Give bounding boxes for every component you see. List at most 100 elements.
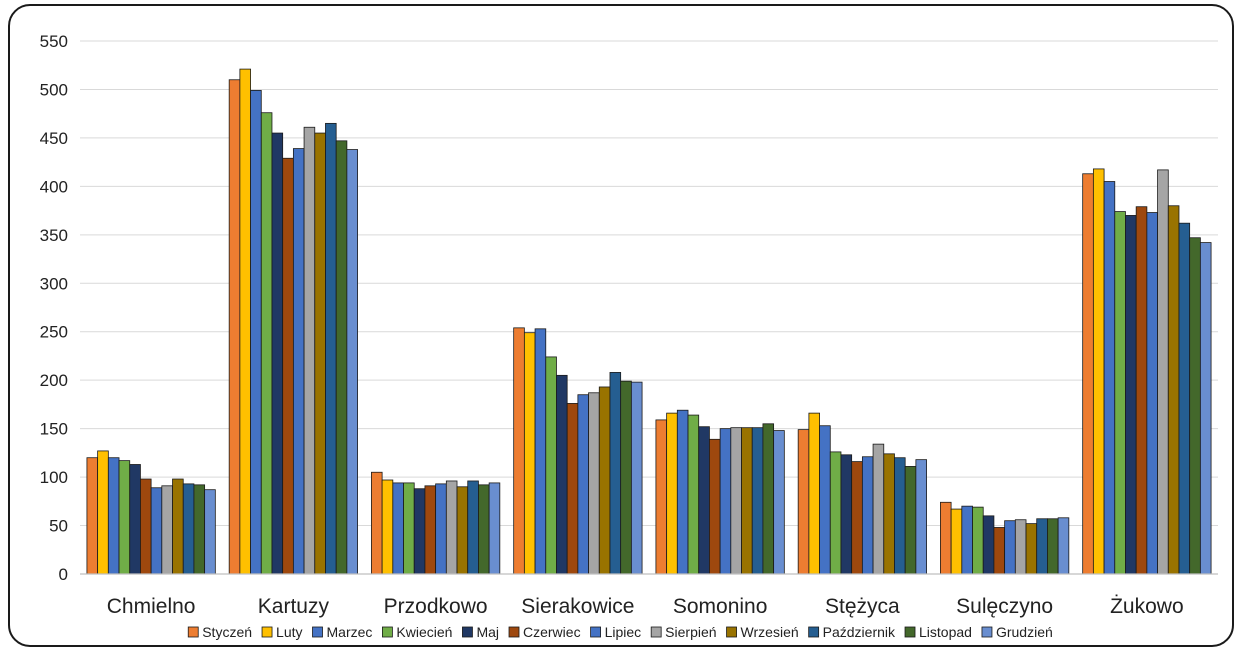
legend-swatch: [808, 626, 820, 638]
bar: [961, 505, 973, 575]
bar: [314, 132, 326, 575]
bar: [687, 414, 700, 575]
bar: [741, 427, 753, 575]
bar: [204, 489, 216, 575]
bar: [193, 484, 206, 575]
bar: [292, 148, 305, 575]
bar: [620, 380, 632, 575]
legend-swatch: [261, 626, 273, 638]
bar: [346, 149, 358, 575]
y-tick-label: 100: [40, 468, 68, 487]
bar: [161, 485, 173, 575]
bar: [1114, 211, 1126, 575]
bar: [655, 419, 668, 575]
bar: [883, 453, 895, 575]
bars: [86, 68, 1212, 575]
category-label: Sierakowice: [521, 595, 634, 618]
bar: [467, 480, 479, 575]
bar: [1092, 168, 1105, 575]
bar: [829, 451, 842, 575]
category-label: Przodkowo: [384, 595, 488, 618]
bar: [335, 140, 348, 575]
y-tick-label: 200: [40, 371, 68, 390]
bar: [1025, 523, 1038, 575]
legend-swatch: [726, 626, 737, 638]
bar: [172, 478, 184, 575]
bar: [478, 484, 490, 575]
bar: [556, 374, 568, 575]
bar: [940, 501, 952, 575]
category-label: Sulęczyno: [956, 595, 1053, 618]
legend-swatch: [508, 626, 520, 638]
legend-label: Listopad: [919, 624, 972, 640]
bar: [630, 381, 643, 575]
bar: [424, 485, 437, 575]
bar: [666, 412, 678, 575]
bar: [1146, 212, 1158, 575]
bar: [513, 327, 525, 575]
bar: [894, 457, 906, 575]
bar: [381, 479, 394, 575]
bar: [403, 482, 415, 575]
bar: [1047, 518, 1059, 575]
bar: [719, 428, 732, 575]
bar: [1082, 173, 1094, 575]
bar: [545, 356, 557, 575]
bar: [972, 506, 984, 575]
bar: [577, 394, 589, 575]
bar: [1199, 242, 1212, 575]
y-tick-label: 350: [40, 226, 68, 245]
category-label: Stężyca: [825, 595, 900, 618]
legend-label: Kwiecień: [396, 624, 452, 640]
bar: [1004, 520, 1016, 575]
bar: [182, 483, 195, 575]
bar: [239, 68, 251, 575]
legend-swatch: [312, 626, 323, 638]
y-tick-label: 250: [40, 323, 68, 342]
legend-label: Czerwiec: [523, 624, 581, 640]
bar: [1125, 215, 1137, 575]
bar: [445, 480, 458, 575]
bar: [392, 482, 404, 575]
bar: [488, 482, 501, 575]
legend-swatch: [590, 626, 601, 638]
legend-label: Lipiec: [605, 624, 642, 640]
bar: [872, 443, 885, 575]
legend-label: Grudzień: [996, 624, 1053, 640]
bar: [588, 392, 600, 575]
bar: [371, 471, 383, 575]
bar: [709, 438, 721, 575]
y-tick-label: 500: [40, 80, 68, 99]
bar: [413, 488, 426, 575]
category-label: Kartuzy: [258, 595, 330, 618]
bar: [698, 426, 710, 575]
bar: [118, 460, 131, 575]
legend-swatch: [382, 626, 393, 638]
bar: [840, 454, 853, 575]
bar: [598, 386, 611, 575]
bar: [523, 332, 536, 575]
bar: [993, 527, 1006, 575]
bar: [325, 122, 337, 575]
legend-swatch: [187, 626, 199, 638]
bar: [271, 132, 284, 575]
legend-label: Luty: [276, 624, 302, 640]
bar: [1135, 206, 1148, 575]
bar: [819, 425, 831, 575]
bar: [228, 79, 241, 575]
bar: [797, 429, 810, 575]
bar: [456, 486, 469, 575]
bar: [1103, 181, 1116, 575]
bar: [851, 461, 863, 575]
bar: [303, 126, 316, 575]
legend-label: Maj: [476, 624, 499, 640]
category-label: Somonino: [673, 595, 768, 618]
x-axis-categories: Chmielno Kartuzy Przodkowo Sierakowice Somon…: [107, 595, 1184, 618]
bar: [1178, 222, 1191, 575]
y-tick-label: 150: [40, 420, 68, 439]
bar: [982, 515, 995, 575]
bar: [250, 90, 262, 575]
bar: [107, 457, 120, 575]
legend: Styczeń Luty Marzec Kwiecień Maj Czerwiec Lipi…: [187, 624, 1053, 640]
